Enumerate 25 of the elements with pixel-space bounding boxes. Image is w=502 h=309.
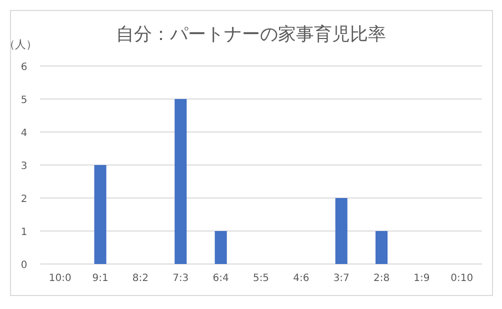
x-tick-label: 2:8 [374,273,390,284]
bar [174,99,187,264]
bar [376,231,388,264]
x-tick-label: 7:3 [172,273,189,284]
x-tick-label: 6:4 [212,273,229,284]
x-tick-label: 1:9 [414,273,430,284]
x-tick-label: 5:5 [252,273,270,284]
y-tick-label: 6 [20,62,28,73]
y-axis-title: （人） [4,38,37,51]
x-tick-label: 10:0 [48,273,72,284]
y-tick-label: 2 [20,194,28,205]
x-tick-label: 0:10 [450,273,474,284]
y-tick-label: 1 [20,227,28,238]
chart-title: 自分：パートナーの家事育児比率 [116,24,386,45]
bar [214,231,227,264]
y-tick-label: 4 [20,128,28,139]
y-tick-label: 5 [20,95,28,106]
y-tick-label: 0 [20,260,28,271]
x-tick-label: 9:1 [92,273,108,284]
x-tick-label: 8:2 [132,273,148,284]
bar [94,165,106,264]
x-tick-label: 3:7 [333,273,350,284]
bar [335,198,348,264]
y-tick-label: 3 [20,161,28,172]
x-tick-label: 4:6 [293,273,310,284]
